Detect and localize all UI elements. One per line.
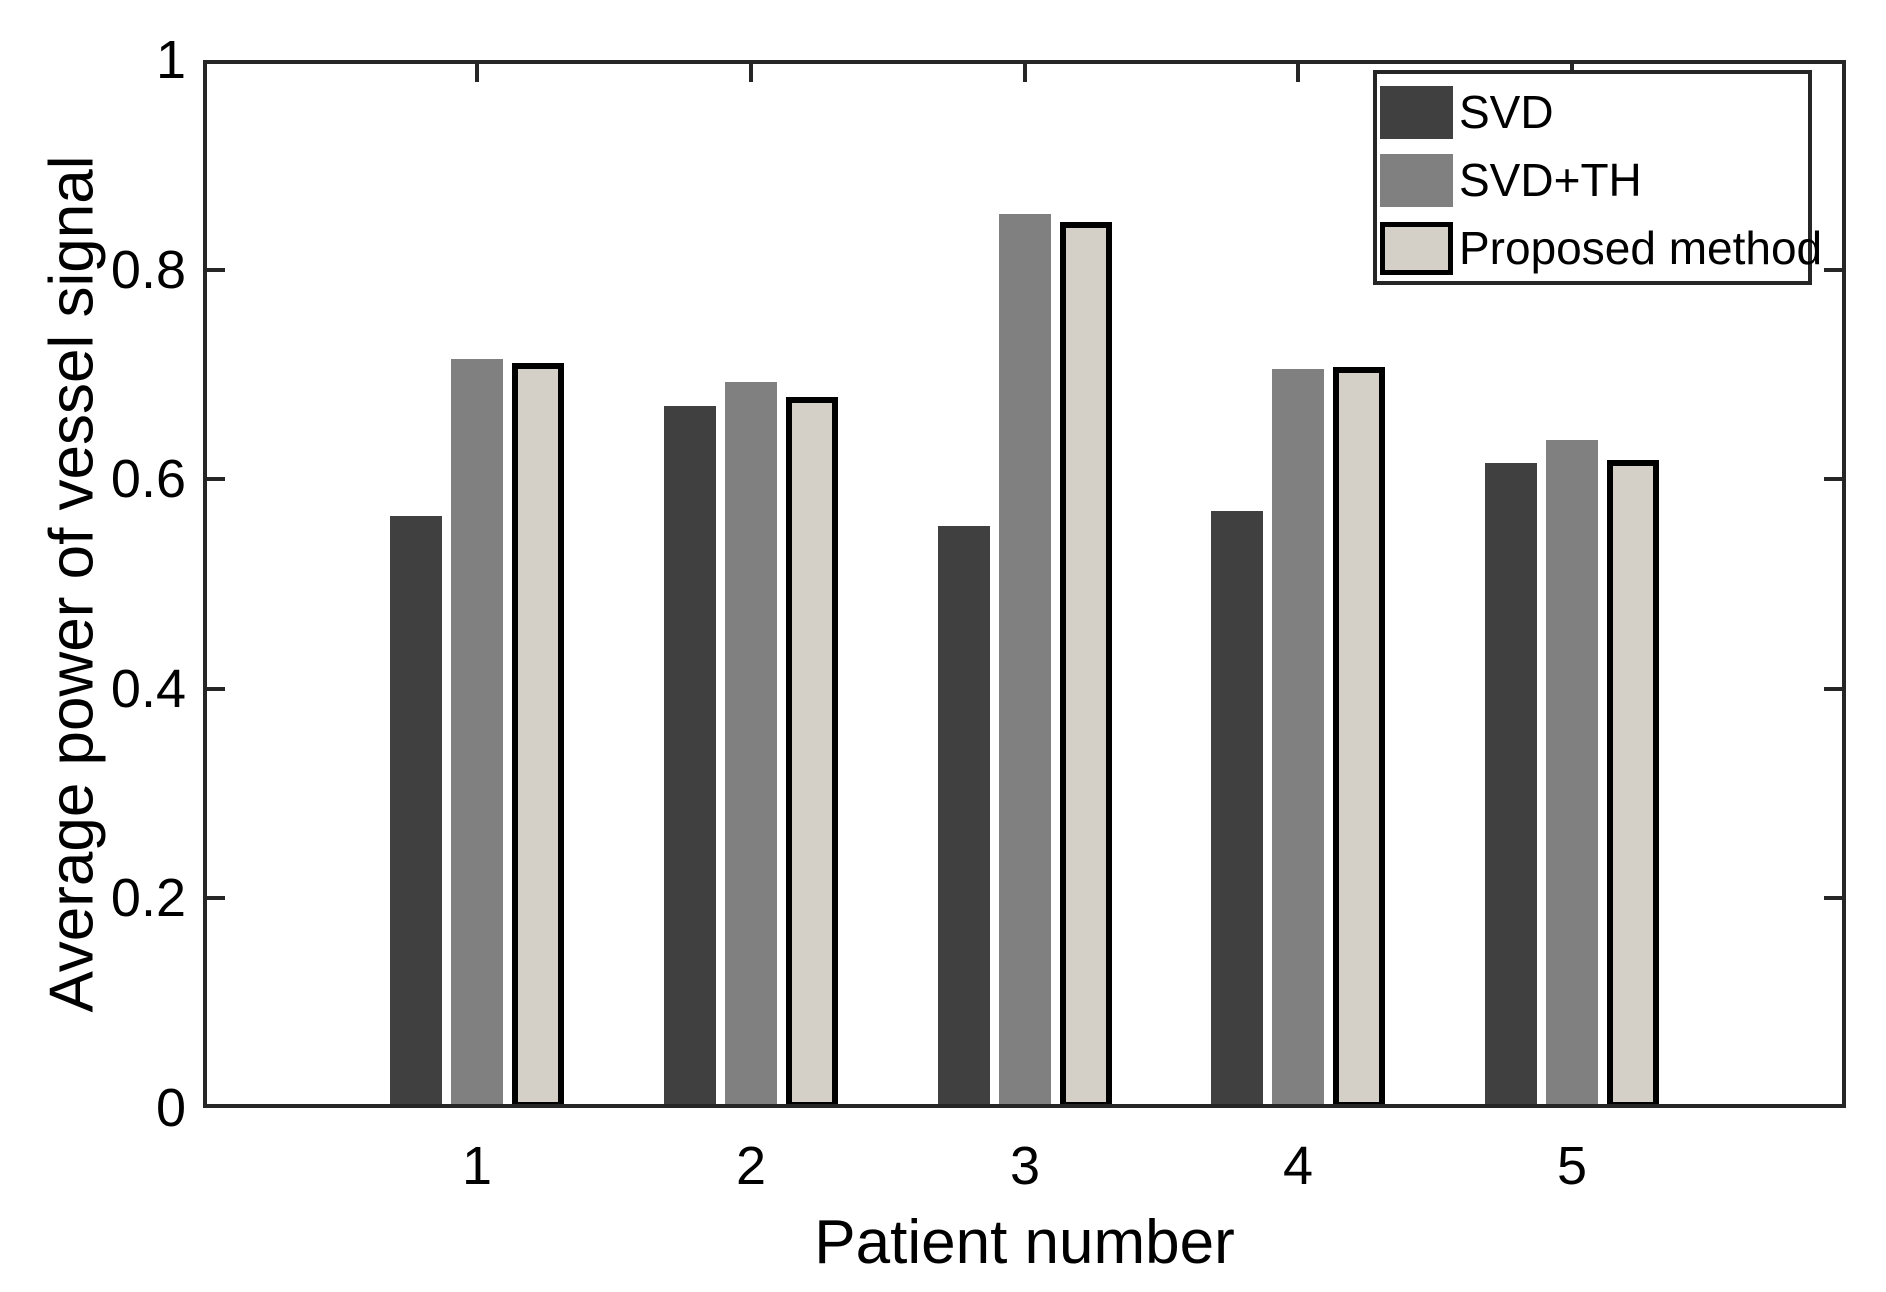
bar [451, 359, 503, 1108]
x-tick-label: 3 [1009, 1136, 1041, 1196]
bar [1607, 460, 1659, 1108]
y-tick-label: 0.2 [110, 868, 186, 928]
legend-label-svd-th: SVD+TH [1459, 154, 1642, 206]
y-tick-label: 0 [155, 1078, 186, 1138]
y-axis-label: Average power of vessel signal [37, 155, 107, 1013]
bar [1272, 369, 1324, 1108]
x-tick-mark [1296, 64, 1300, 82]
x-tick-mark [1023, 64, 1027, 82]
y-tick-mark [1824, 687, 1842, 691]
legend-label-svd: SVD [1459, 86, 1554, 138]
legend-label-proposed: Proposed method [1459, 222, 1823, 274]
y-tick-label: 1 [155, 30, 186, 90]
bar [999, 214, 1051, 1108]
legend-swatch-svd [1380, 85, 1453, 139]
bar [786, 397, 838, 1108]
y-tick-mark [1824, 268, 1842, 272]
bar [725, 382, 777, 1108]
bar [390, 516, 442, 1108]
x-tick-label: 1 [461, 1136, 493, 1196]
bar [1546, 440, 1598, 1108]
bar [512, 363, 564, 1108]
x-tick-mark [749, 64, 753, 82]
x-tick-mark [475, 64, 479, 82]
bar [1485, 463, 1537, 1108]
y-tick-mark [207, 268, 225, 272]
legend-item-svd-th: SVD+TH [1377, 146, 1808, 214]
legend: SVD SVD+TH Proposed method [1373, 70, 1822, 285]
y-tick-mark [207, 687, 225, 691]
x-tick-label: 4 [1282, 1136, 1314, 1196]
y-tick-label: 0.8 [110, 240, 186, 300]
y-tick-mark [1824, 477, 1842, 481]
bar [938, 526, 990, 1108]
x-tick-label: 2 [735, 1136, 767, 1196]
y-tick-label: 0.4 [110, 659, 186, 719]
x-tick-label: 5 [1556, 1136, 1588, 1196]
y-tick-mark [207, 896, 225, 900]
bar [1211, 511, 1263, 1108]
y-tick-mark [207, 477, 225, 481]
bar [1060, 222, 1112, 1108]
legend-item-svd: SVD [1377, 78, 1808, 146]
bar [664, 406, 716, 1108]
y-tick-label: 0.6 [110, 449, 186, 509]
x-axis-label: Patient number [814, 1208, 1235, 1277]
bar [1333, 367, 1385, 1108]
y-tick-mark [1824, 896, 1842, 900]
legend-item-proposed: Proposed method [1377, 214, 1822, 282]
legend-swatch-svd-th [1380, 153, 1453, 207]
legend-swatch-proposed [1380, 221, 1453, 275]
